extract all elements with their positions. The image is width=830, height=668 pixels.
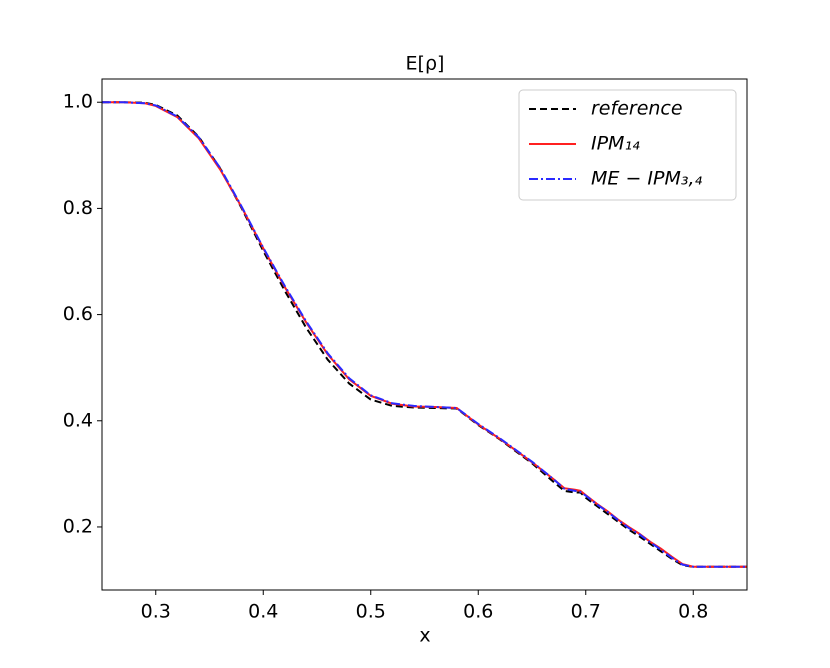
chart-title: E[ρ] (406, 53, 445, 75)
x-tick-label: 0.5 (356, 601, 386, 623)
axes-frame (101, 78, 748, 591)
x-tick-label: 0.8 (678, 601, 708, 623)
x-tick-label: 0.3 (141, 601, 171, 623)
x-tick-label: 0.4 (248, 601, 278, 623)
legend-label: IPM₁₄ (591, 133, 640, 155)
x-axis-label: x (419, 625, 430, 647)
legend-box (518, 89, 737, 201)
y-tick-label: 0.6 (63, 303, 93, 325)
legend-label: reference (591, 98, 683, 120)
x-tick-label: 0.7 (571, 601, 601, 623)
y-tick-label: 0.2 (63, 515, 93, 537)
y-tick-label: 0.4 (63, 409, 93, 431)
series-line (102, 101, 747, 568)
y-tick-label: 1.0 (63, 91, 93, 113)
x-tick-label: 0.6 (463, 601, 493, 623)
y-tick-label: 0.8 (63, 197, 93, 219)
legend-label: ME − IPM₃,₄ (591, 168, 703, 190)
